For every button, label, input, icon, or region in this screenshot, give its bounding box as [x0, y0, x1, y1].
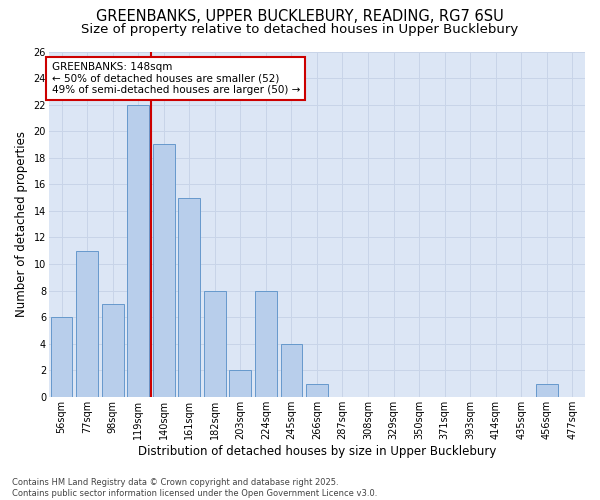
- Bar: [51, 317, 73, 397]
- Text: GREENBANKS, UPPER BUCKLEBURY, READING, RG7 6SU: GREENBANKS, UPPER BUCKLEBURY, READING, R…: [96, 9, 504, 24]
- Bar: [127, 104, 149, 397]
- Bar: [536, 384, 557, 397]
- Bar: [178, 198, 200, 397]
- Bar: [255, 290, 277, 397]
- Bar: [204, 290, 226, 397]
- Bar: [306, 384, 328, 397]
- Bar: [229, 370, 251, 397]
- Text: Size of property relative to detached houses in Upper Bucklebury: Size of property relative to detached ho…: [82, 22, 518, 36]
- Bar: [76, 250, 98, 397]
- Y-axis label: Number of detached properties: Number of detached properties: [15, 131, 28, 317]
- X-axis label: Distribution of detached houses by size in Upper Bucklebury: Distribution of detached houses by size …: [138, 444, 496, 458]
- Bar: [281, 344, 302, 397]
- Text: Contains HM Land Registry data © Crown copyright and database right 2025.
Contai: Contains HM Land Registry data © Crown c…: [12, 478, 377, 498]
- Bar: [102, 304, 124, 397]
- Bar: [153, 144, 175, 397]
- Text: GREENBANKS: 148sqm
← 50% of detached houses are smaller (52)
49% of semi-detache: GREENBANKS: 148sqm ← 50% of detached hou…: [52, 62, 300, 95]
